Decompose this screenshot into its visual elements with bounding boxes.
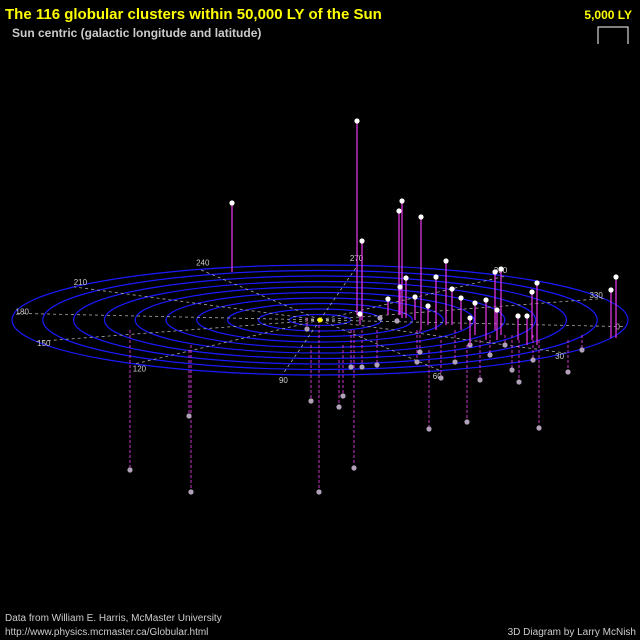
cluster-above (608, 287, 614, 293)
ring (227, 302, 414, 338)
rings (11, 264, 629, 376)
angle-label: 180 (16, 308, 30, 317)
scale-bar (597, 26, 629, 44)
cluster-below (340, 393, 346, 399)
credit: 3D Diagram by Larry McNish (508, 627, 636, 638)
ring (134, 286, 506, 354)
url: http://www.physics.mcmaster.ca/Globular.… (5, 627, 208, 638)
ring (165, 291, 475, 349)
title: The 116 globular clusters within 50,000 … (5, 6, 382, 23)
spoke (282, 319, 321, 375)
angle-label: 120 (133, 364, 147, 373)
cluster-below (502, 342, 508, 348)
cluster-below (394, 318, 400, 324)
cluster-below (186, 413, 192, 419)
cluster-below (464, 419, 470, 425)
angle-label: 30 (555, 352, 564, 361)
spoke (319, 319, 567, 354)
cluster-above (425, 303, 431, 309)
spoke (319, 265, 358, 321)
ring (103, 280, 537, 360)
cluster-below (579, 347, 585, 353)
sun (317, 317, 323, 323)
cluster-above (412, 294, 418, 300)
angle-label: 210 (74, 278, 88, 287)
cluster-below (414, 359, 420, 365)
spoke (199, 269, 321, 321)
cluster-below (359, 364, 365, 370)
cluster-above (396, 208, 402, 214)
cluster-above (443, 258, 449, 264)
spoke (319, 319, 441, 371)
cluster-below (477, 377, 483, 383)
spoke (319, 298, 604, 321)
clusters (127, 118, 619, 495)
cluster-below (351, 465, 357, 471)
cluster-below (516, 379, 522, 385)
cluster-below (426, 426, 432, 432)
spoke (134, 319, 321, 365)
cluster-above (403, 275, 409, 281)
cluster-above (357, 311, 363, 317)
angle-label: 150 (37, 339, 51, 348)
cluster-below (188, 489, 194, 495)
cluster-above (534, 280, 540, 286)
cluster-below (565, 369, 571, 375)
ring (196, 297, 444, 343)
angle-label: 240 (196, 258, 210, 267)
cluster-below (487, 352, 493, 358)
cluster-above (483, 297, 489, 303)
spoke (319, 319, 626, 328)
cluster-below (417, 349, 423, 355)
cluster-above (529, 289, 535, 295)
cluster-below (536, 425, 542, 431)
cluster-below (374, 362, 380, 368)
cluster-above (472, 300, 478, 306)
spoke (319, 275, 506, 321)
cluster-below (336, 404, 342, 410)
cluster-below (530, 357, 536, 363)
angle-label: 90 (279, 376, 288, 385)
cluster-below (452, 359, 458, 365)
angle-label: 330 (589, 291, 603, 300)
ring (11, 264, 629, 376)
spoke (73, 286, 321, 321)
cluster-above (613, 274, 619, 280)
scale-label: 5,000 LY (584, 8, 632, 22)
spoke (14, 312, 321, 321)
cluster-below (127, 467, 133, 473)
cluster-below (348, 364, 354, 370)
angle-label: 0 (616, 323, 621, 332)
cluster-above (492, 269, 498, 275)
cluster-above (229, 200, 235, 206)
cluster-above (399, 198, 405, 204)
cluster-above (449, 286, 455, 292)
cluster-above (498, 266, 504, 272)
cluster-below (509, 367, 515, 373)
source: Data from William E. Harris, McMaster Un… (5, 613, 222, 624)
spoke (36, 319, 321, 342)
cluster-above (354, 118, 360, 124)
cluster-above (418, 214, 424, 220)
cluster-below (308, 398, 314, 404)
cluster-above (494, 307, 500, 313)
cluster-below (438, 375, 444, 381)
ring (73, 275, 567, 365)
cluster-above (467, 315, 473, 321)
cluster-above (524, 313, 530, 319)
cluster-above (359, 238, 365, 244)
angle-label: 60 (433, 372, 442, 381)
ring (42, 269, 598, 371)
cluster-above (515, 313, 521, 319)
cluster-below (316, 489, 322, 495)
cluster-below (304, 326, 310, 332)
cluster-below (377, 315, 383, 321)
cluster-above (397, 284, 403, 290)
subtitle: Sun centric (galactic longitude and lati… (12, 26, 261, 40)
cluster-above (433, 274, 439, 280)
cluster-above (385, 296, 391, 302)
ring (288, 313, 352, 327)
cluster-above (458, 295, 464, 301)
